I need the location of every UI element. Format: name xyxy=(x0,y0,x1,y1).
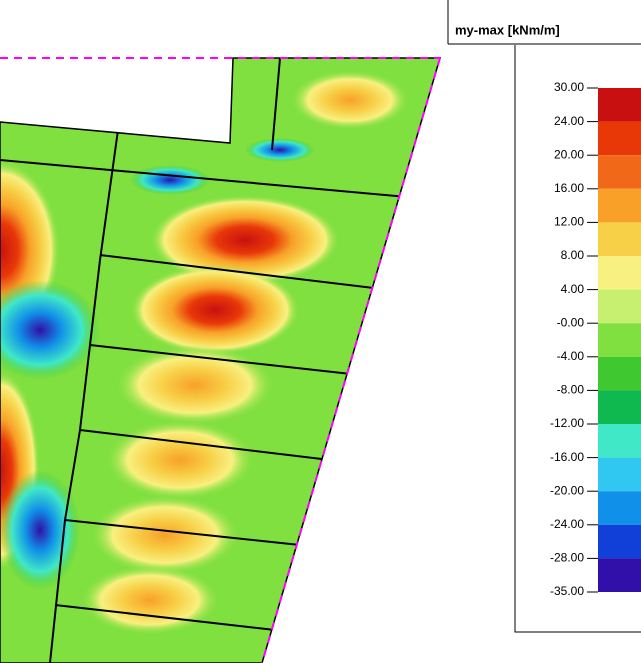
legend-label: 24.00 xyxy=(554,114,584,128)
legend-label: 8.00 xyxy=(561,248,585,262)
legend-swatch xyxy=(598,424,641,458)
legend-label: 4.00 xyxy=(561,282,585,296)
legend-swatch xyxy=(598,188,641,223)
legend-swatch xyxy=(598,256,641,290)
legend-swatch xyxy=(598,356,641,391)
legend-swatch xyxy=(598,222,641,256)
legend-swatch xyxy=(598,524,641,559)
legend-swatch xyxy=(598,558,641,592)
legend-label: -24.00 xyxy=(550,517,584,531)
legend-swatch xyxy=(598,121,641,156)
legend-label: -28.00 xyxy=(550,551,584,565)
legend-swatch xyxy=(598,457,641,492)
legend-label: -0.00 xyxy=(557,315,585,329)
legend-swatch xyxy=(598,323,641,357)
contour-plot xyxy=(0,58,440,663)
legend-label: -16.00 xyxy=(550,450,584,464)
legend-swatch xyxy=(598,88,641,122)
legend-swatch xyxy=(598,155,641,189)
legend-label: -12.00 xyxy=(550,416,584,430)
legend-label: -8.00 xyxy=(557,383,585,397)
legend-label: 16.00 xyxy=(554,181,584,195)
legend-label: -4.00 xyxy=(557,349,585,363)
legend-swatch xyxy=(598,289,641,324)
legend-label: 12.00 xyxy=(554,215,584,229)
legend-swatch xyxy=(598,390,641,424)
legend-label: -35.00 xyxy=(550,584,584,598)
legend-label: 30.00 xyxy=(554,80,584,94)
legend-swatch xyxy=(598,491,641,525)
legend-label: 20.00 xyxy=(554,147,584,161)
legend: 30.00 24.00 20.00 16.00 12.00 8.00 4.00 -0.00 -4… xyxy=(550,80,641,598)
legend-label: -20.00 xyxy=(550,483,584,497)
legend-title: my-max [kNm/m] xyxy=(455,22,560,37)
